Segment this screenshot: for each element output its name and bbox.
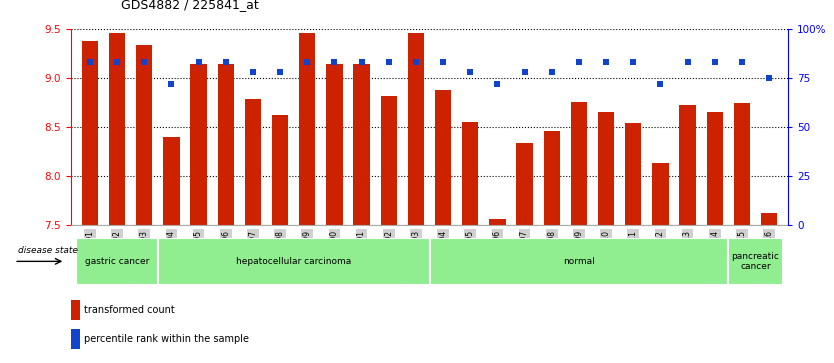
Point (436, 60, 450, 65)
Bar (626, 123, 641, 225)
Text: disease state: disease state (18, 246, 78, 256)
Bar (408, 33, 424, 225)
Bar (244, 99, 261, 225)
Bar (71, 300, 80, 320)
Point (654, 81, 667, 87)
Bar (380, 96, 397, 225)
Point (382, 60, 395, 65)
Bar (706, 113, 723, 225)
Text: hepatocellular carcinoma: hepatocellular carcinoma (236, 257, 351, 266)
Point (219, 60, 233, 65)
Bar (299, 33, 315, 225)
Point (600, 60, 613, 65)
Point (464, 69, 477, 75)
Bar (734, 102, 750, 225)
Point (626, 60, 640, 65)
Text: pancreatic
cancer: pancreatic cancer (731, 252, 780, 271)
Point (328, 60, 341, 65)
Point (246, 69, 259, 75)
Point (708, 60, 721, 65)
Point (762, 75, 776, 81)
Point (165, 81, 178, 87)
Bar (462, 122, 479, 225)
Text: percentile rank within the sample: percentile rank within the sample (83, 334, 249, 344)
Bar (516, 143, 533, 225)
Point (518, 69, 531, 75)
Point (736, 60, 749, 65)
Bar (354, 64, 369, 225)
Point (681, 60, 694, 65)
Point (300, 60, 314, 65)
Text: GDS4882 / 225841_at: GDS4882 / 225841_at (121, 0, 259, 11)
Bar (326, 64, 343, 225)
Point (409, 60, 423, 65)
Bar (761, 213, 777, 225)
Bar (598, 113, 615, 225)
Bar (82, 41, 98, 225)
Point (138, 60, 151, 65)
Bar (109, 33, 125, 225)
Text: transformed count: transformed count (83, 305, 174, 315)
Point (274, 69, 287, 75)
Bar (163, 137, 179, 225)
Bar (652, 163, 669, 225)
Bar (544, 131, 560, 225)
Bar (430, 238, 728, 285)
Bar (71, 329, 80, 349)
Point (545, 69, 559, 75)
Bar (435, 90, 451, 225)
Text: gastric cancer: gastric cancer (85, 257, 149, 266)
Point (110, 60, 123, 65)
Point (572, 60, 585, 65)
Bar (272, 115, 289, 225)
Bar (570, 102, 587, 225)
Point (355, 60, 369, 65)
Bar (158, 238, 430, 285)
Bar (77, 238, 158, 285)
Bar (218, 64, 234, 225)
Text: normal: normal (563, 257, 595, 266)
Bar (728, 238, 782, 285)
Point (83, 60, 97, 65)
Bar (490, 219, 505, 225)
Bar (680, 106, 696, 225)
Point (490, 81, 504, 87)
Bar (190, 64, 207, 225)
Bar (136, 45, 153, 225)
Point (192, 60, 205, 65)
